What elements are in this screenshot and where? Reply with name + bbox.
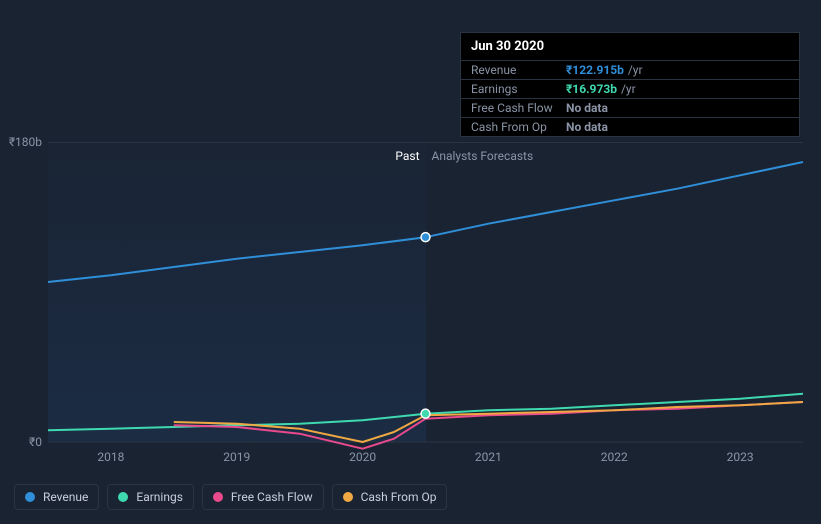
- tooltip-row: Free Cash FlowNo data: [461, 98, 799, 117]
- tooltip-row: Revenue₹122.915b/yr: [461, 60, 799, 79]
- legend-label: Cash From Op: [361, 490, 437, 504]
- financial-chart: Jun 30 2020 Revenue₹122.915b/yrEarnings₹…: [18, 10, 803, 506]
- legend-item[interactable]: Earnings: [107, 484, 194, 510]
- highlight-dot-revenue: [421, 233, 430, 242]
- highlight-dot-earnings: [421, 409, 430, 418]
- tooltip-row-label: Revenue: [471, 63, 566, 77]
- legend-item[interactable]: Revenue: [14, 484, 99, 510]
- tooltip-row-value: ₹122.915b: [566, 63, 624, 77]
- legend-item[interactable]: Free Cash Flow: [202, 484, 324, 510]
- tooltip-row-label: Free Cash Flow: [471, 101, 566, 115]
- tooltip-row: Earnings₹16.973b/yr: [461, 79, 799, 98]
- y-axis-label: ₹0: [29, 435, 42, 449]
- series-line-revenue: [48, 162, 803, 282]
- legend-swatch-icon: [25, 492, 35, 502]
- x-axis-label: 2022: [601, 450, 628, 464]
- x-axis-label: 2018: [97, 450, 124, 464]
- x-axis-label: 2019: [223, 450, 250, 464]
- chart-tooltip: Jun 30 2020 Revenue₹122.915b/yrEarnings₹…: [460, 32, 800, 137]
- tooltip-row-label: Earnings: [471, 82, 566, 96]
- legend-item[interactable]: Cash From Op: [332, 484, 448, 510]
- plot-area[interactable]: Past Analysts Forecasts ₹180b₹0: [48, 142, 803, 442]
- x-axis-label: 2021: [475, 450, 502, 464]
- x-axis-label: 2020: [349, 450, 376, 464]
- legend-label: Free Cash Flow: [231, 490, 313, 504]
- legend-swatch-icon: [118, 492, 128, 502]
- tooltip-row: Cash From OpNo data: [461, 117, 799, 136]
- tooltip-row-value: No data: [566, 120, 608, 134]
- tooltip-row-value: ₹16.973b: [566, 82, 617, 96]
- tooltip-row-label: Cash From Op: [471, 120, 566, 134]
- x-axis: 2018 2019 2020 2021 2022 2023: [48, 450, 803, 470]
- legend-swatch-icon: [343, 492, 353, 502]
- legend-label: Earnings: [136, 490, 183, 504]
- tooltip-row-value: No data: [566, 101, 608, 115]
- tooltip-row-unit: /yr: [621, 82, 636, 96]
- tooltip-date: Jun 30 2020: [461, 39, 799, 60]
- chart-lines: [48, 142, 803, 442]
- x-axis-label: 2023: [727, 450, 754, 464]
- y-axis-label: ₹180b: [9, 135, 42, 149]
- chart-legend: Revenue Earnings Free Cash Flow Cash From O…: [14, 484, 447, 510]
- legend-label: Revenue: [43, 490, 88, 504]
- tooltip-row-unit: /yr: [628, 63, 643, 77]
- legend-swatch-icon: [213, 492, 223, 502]
